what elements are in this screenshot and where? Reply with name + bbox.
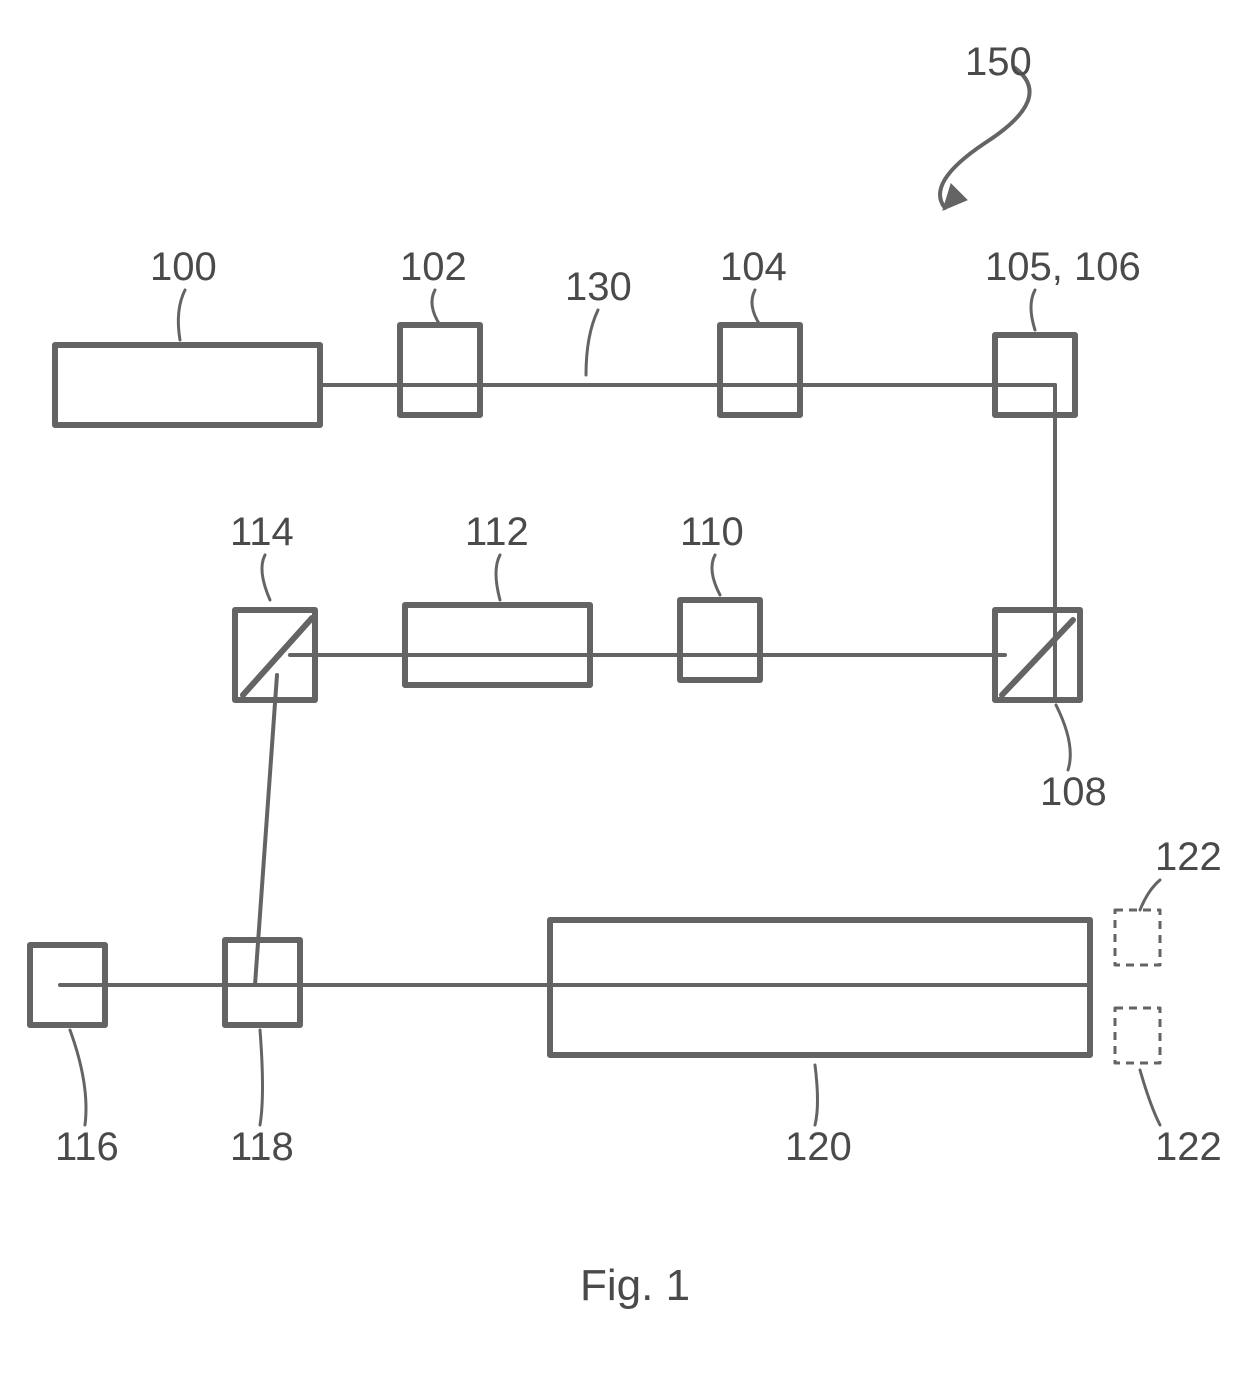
label-l122t: 122 [1155,835,1222,879]
ld122t [1140,880,1160,910]
component-b122a [1115,910,1160,965]
label-l114: 114 [230,510,294,554]
label-l130: 130 [565,265,632,309]
patent-figure-diagram: 100 102 130 104 105, 106 150 114 112 110 108 122 12… [0,0,1240,1382]
component-b104 [720,325,800,415]
arrow-150-head [943,184,967,210]
ld118 [260,1030,263,1125]
label-l105: 105, 106 [985,245,1141,289]
ld104 [752,290,760,325]
ld112 [496,555,500,600]
label-l122b: 122 [1155,1125,1222,1169]
ld130 [586,310,598,375]
component-b100 [55,345,320,425]
ld110 [712,555,720,595]
label-l116: 116 [55,1125,119,1169]
component-b120 [550,920,1090,1055]
label-l108: 108 [1040,770,1107,814]
ld122b [1140,1070,1160,1125]
reference-labels: 100 102 130 104 105, 106 150 114 112 110 108 122 12… [55,40,1222,1169]
ld116 [70,1030,86,1125]
label-l104: 104 [720,245,787,289]
label-l102: 102 [400,245,467,289]
ld100 [178,290,185,340]
mirror-diagonal [1002,620,1073,695]
label-l118: 118 [230,1125,294,1169]
component-b112 [405,605,590,685]
arrow-150 [940,68,1030,210]
ld108 [1056,705,1070,770]
ld114 [262,555,270,600]
component-b105 [995,335,1075,415]
figure-caption: Fig. 1 [580,1261,690,1310]
label-l120: 120 [785,1125,852,1169]
ld105 [1031,290,1035,330]
ld102 [432,290,440,325]
label-l110: 110 [680,510,744,554]
label-l100: 100 [150,245,217,289]
component-b122b [1115,1008,1160,1063]
component-b118 [225,940,300,1025]
component-b102 [400,325,480,415]
label-l150: 150 [965,40,1032,84]
component-b110 [680,600,760,680]
ld120 [815,1065,818,1125]
component-boxes [30,325,1160,1063]
label-l112: 112 [465,510,529,554]
